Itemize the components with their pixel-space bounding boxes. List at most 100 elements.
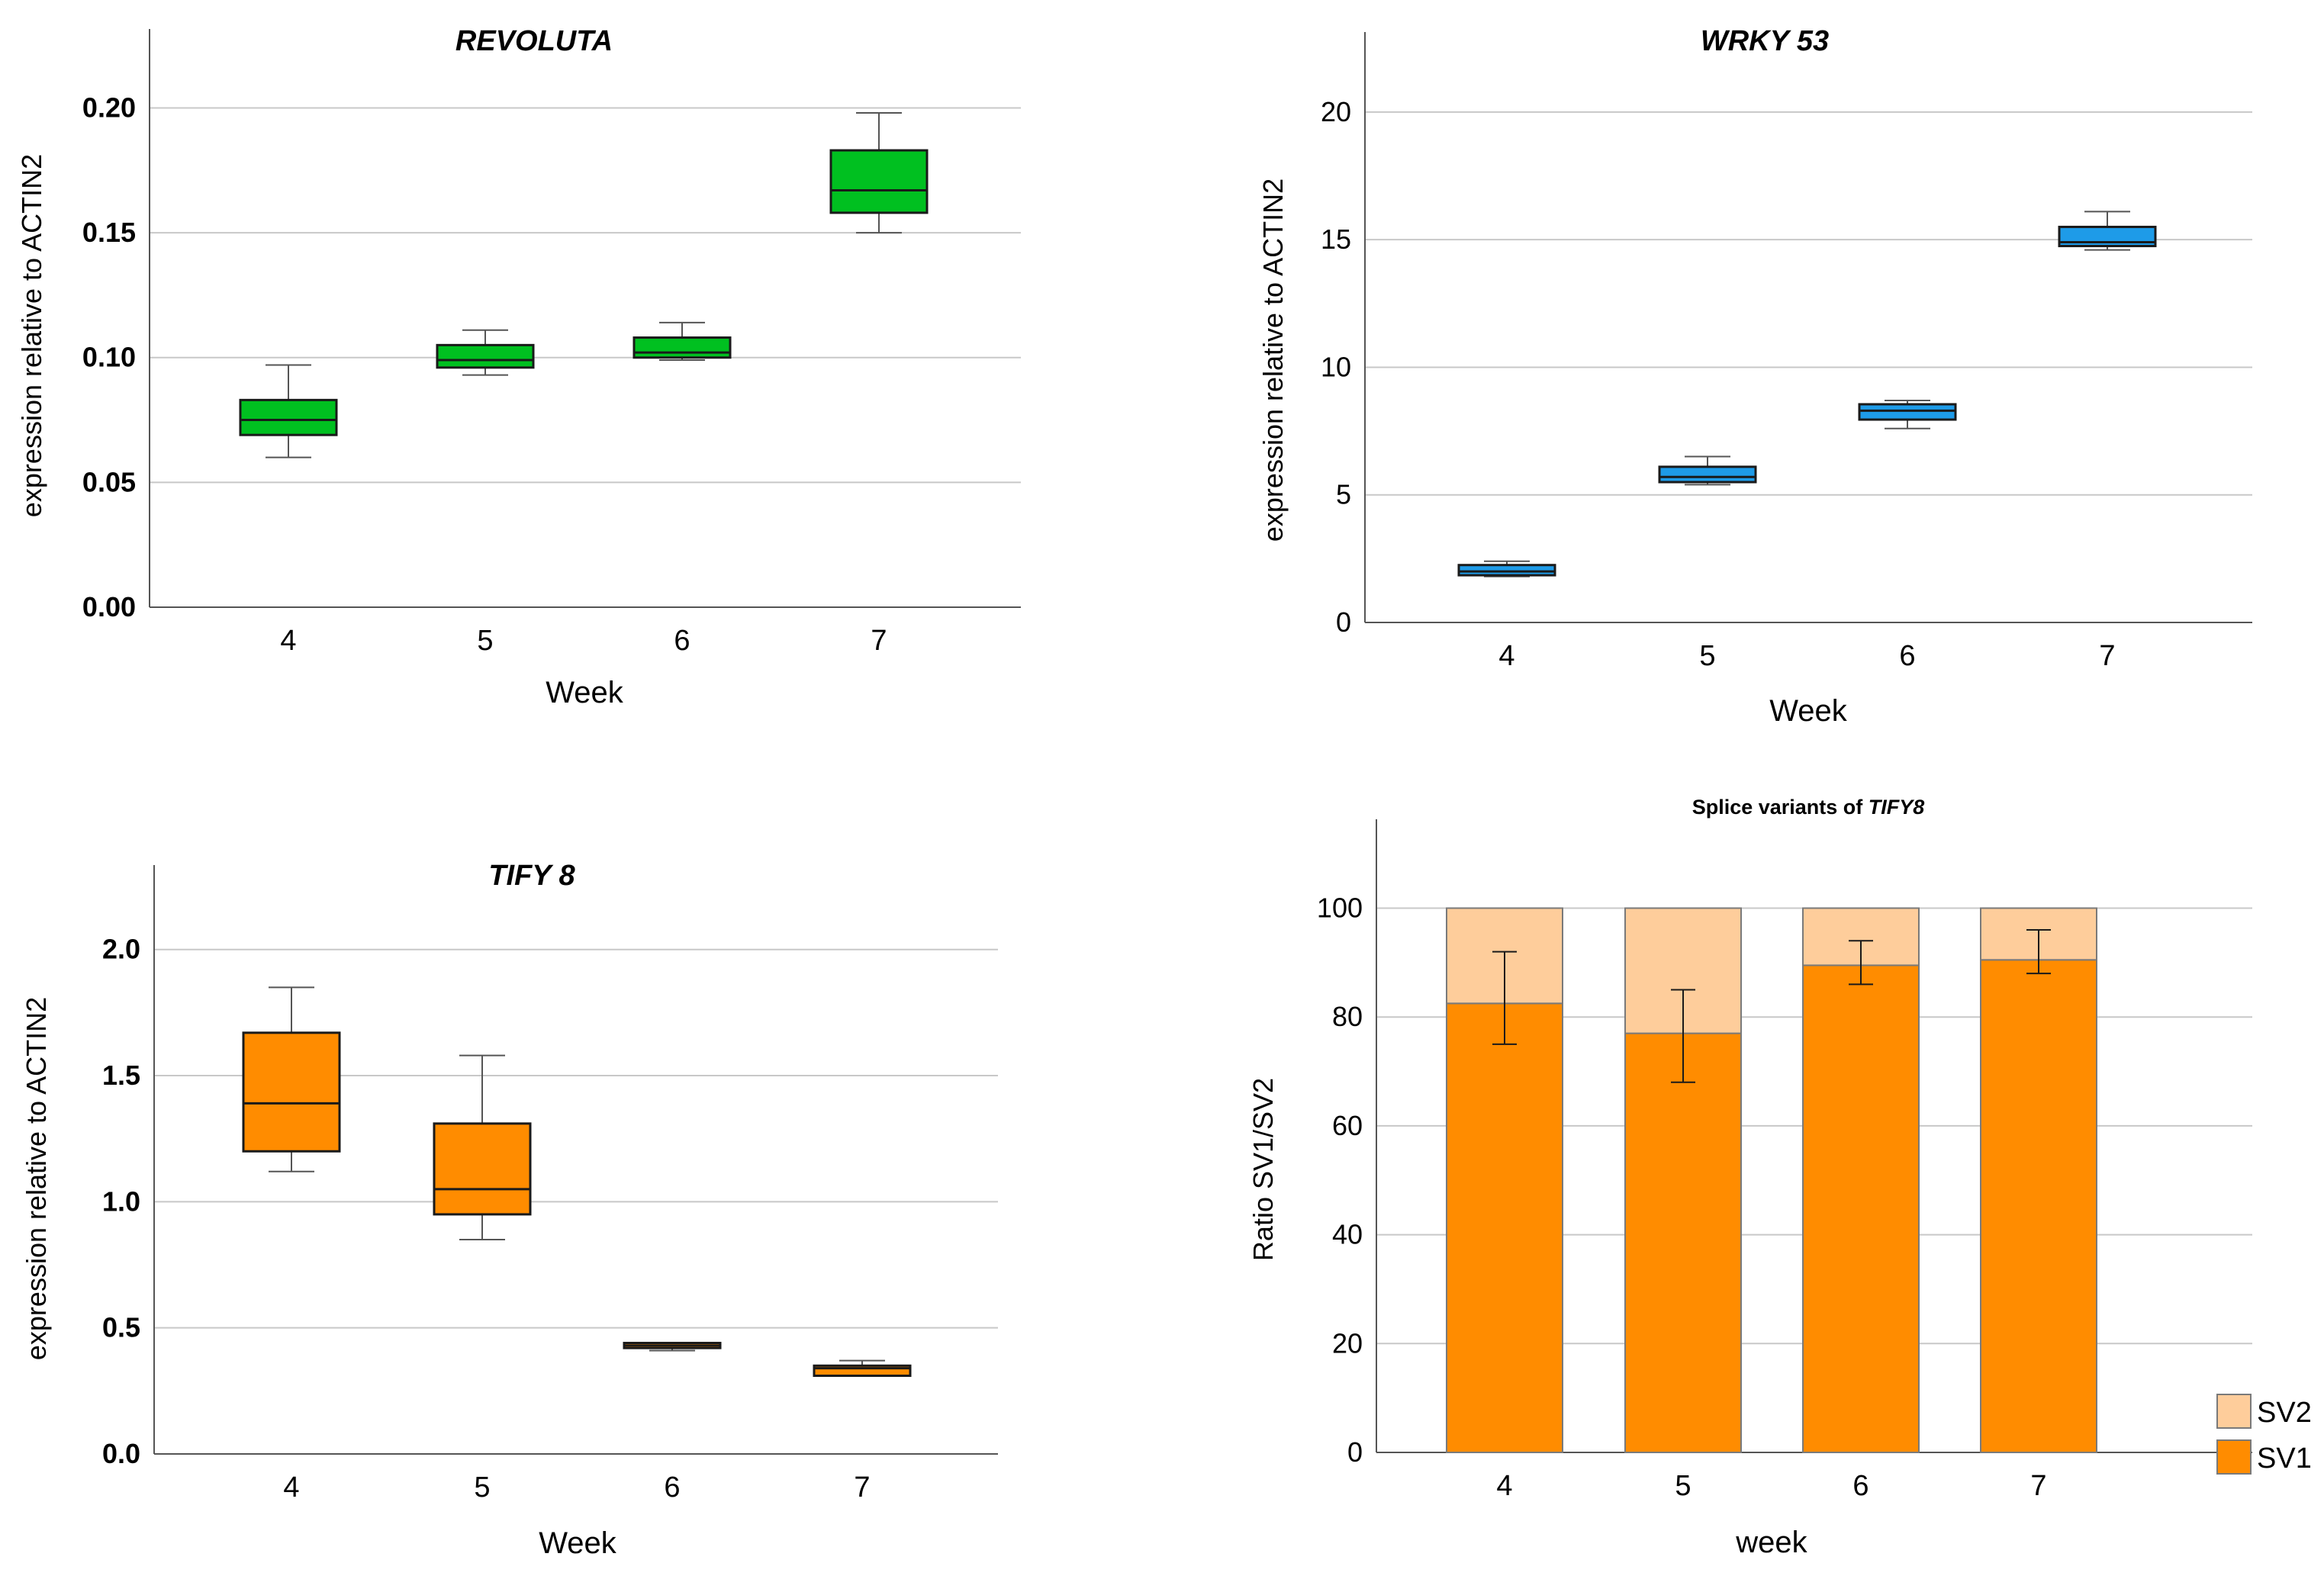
y-axis-label: expression relative to ACTIN2 [16,154,47,517]
x-tick-label: 7 [871,625,887,657]
chart-title: TIFY 8 [488,860,575,892]
grid-lines [1365,111,2252,496]
box-week-5 [1658,455,1757,486]
box-iqr [1457,564,1556,577]
y-tick-label: 60 [1332,1110,1363,1141]
x-tick-label: 6 [664,1471,680,1504]
x-tick-labels: 4 5 6 7 [280,625,887,657]
x-tick-label: 4 [280,625,296,657]
tify8-chart: TIFY 8 expression relative to ACTIN2 Wee… [21,860,998,1560]
y-axis-label: expression relative to ACTIN2 [21,997,52,1360]
axes [153,865,998,1455]
x-axis-label: Week [539,1526,617,1560]
chart-title-gene: TIFY8 [1869,796,1925,819]
y-tick-label: 0.15 [82,217,136,248]
chart-title: WRKY 53 [1701,25,1829,57]
box-iqr [433,1122,532,1216]
x-axis-label: week [1735,1526,1807,1559]
x-tick-label: 7 [2030,1470,2046,1502]
bar-week-4 [1446,907,1563,1453]
box-week-5 [433,1054,532,1240]
y-tick-label: 0.05 [82,466,136,497]
box-week-7 [829,112,929,234]
x-tick-label: 6 [674,625,690,657]
y-tick-label: 5 [1336,479,1351,510]
box-plot-marks [239,112,929,458]
x-tick-label: 7 [2099,640,2115,672]
box-plot-marks [242,986,912,1378]
y-axis-label: Ratio SV1/SV2 [1247,1078,1279,1261]
x-tick-label: 5 [474,1471,490,1504]
x-axis-label: Week [1769,694,1848,728]
grid-lines [150,107,1021,484]
box-iqr [242,1031,341,1153]
wrky53-chart: WRKY 53 expression relative to ACTIN2 We… [1257,25,2252,728]
box-week-6 [623,1342,722,1352]
y-tick-label: 0.5 [102,1312,140,1343]
box-iqr [1858,403,1957,421]
x-tick-label: 7 [854,1471,870,1504]
y-tick-labels: 0 20 40 60 80 100 [1317,892,1363,1468]
bar-week-5 [1624,907,1742,1453]
y-tick-label: 0.20 [82,92,136,123]
grid-lines [154,948,998,1329]
y-tick-label: 40 [1332,1219,1363,1250]
y-tick-label: 80 [1332,1001,1363,1032]
y-axis-label: expression relative to ACTIN2 [1257,179,1289,542]
y-tick-labels: 0 5 10 15 20 [1321,96,1351,638]
y-tick-labels: 0.0 0.5 1.0 1.5 2.0 [102,934,140,1469]
x-tick-label: 5 [477,625,493,657]
bar-segment-sv1 [1980,959,2097,1453]
y-tick-label: 0.10 [82,342,136,373]
bar-week-7 [1980,907,2097,1453]
legend-swatch-sv2 [2216,1394,2252,1429]
x-tick-labels: 4 5 6 7 [1498,640,2115,672]
chart-title: REVOLUTA [455,25,613,57]
box-week-7 [813,1359,912,1378]
axes [149,29,1021,608]
x-tick-label: 5 [1675,1470,1691,1502]
axes [1364,32,2252,623]
bar-segment-sv1 [1802,964,1920,1453]
x-tick-label: 4 [283,1471,299,1504]
box-week-4 [242,986,341,1172]
box-iqr [633,336,732,359]
box-week-4 [239,364,338,458]
bar-segment-sv1 [1446,1002,1563,1453]
box-iqr [436,343,535,369]
bar-week-6 [1802,907,1920,1453]
box-iqr [829,149,929,214]
x-tick-labels: 4 5 6 7 [283,1471,870,1504]
x-tick-label: 6 [1899,640,1915,672]
box-week-6 [633,321,732,361]
legend-swatch-sv1 [2216,1439,2252,1475]
y-tick-label: 1.0 [102,1185,140,1217]
x-tick-labels: 4 5 6 7 [1496,1470,2046,1502]
legend-label-sv1: SV1 [2257,1443,2312,1475]
box-week-7 [2058,211,2157,251]
y-tick-labels: 0.00 0.05 0.10 0.15 0.20 [82,92,136,622]
bar-segment-sv1 [1624,1032,1742,1453]
y-tick-label: 15 [1321,224,1351,255]
x-tick-label: 5 [1699,640,1715,672]
y-tick-label: 1.5 [102,1060,140,1091]
x-tick-label: 4 [1498,640,1514,672]
y-tick-label: 0.00 [82,591,136,622]
x-tick-label: 6 [1852,1470,1869,1502]
y-tick-label: 10 [1321,351,1351,382]
chart-title: Splice variants of TIFY8 [1692,796,1925,819]
box-plot-marks [1457,211,2157,577]
chart-title-prefix: Splice variants of [1692,796,1864,819]
box-week-5 [436,329,535,376]
box-week-4 [1457,560,1556,577]
y-tick-label: 0 [1336,606,1351,638]
box-week-6 [1858,399,1957,429]
y-tick-label: 0 [1347,1436,1363,1468]
y-tick-label: 0.0 [102,1438,140,1469]
splice-variants-chart: Splice variants of TIFY8 Ratio SV1/SV2 w… [1247,796,2312,1559]
box-iqr [1658,465,1757,484]
y-tick-label: 20 [1321,96,1351,127]
x-tick-label: 4 [1496,1470,1512,1502]
